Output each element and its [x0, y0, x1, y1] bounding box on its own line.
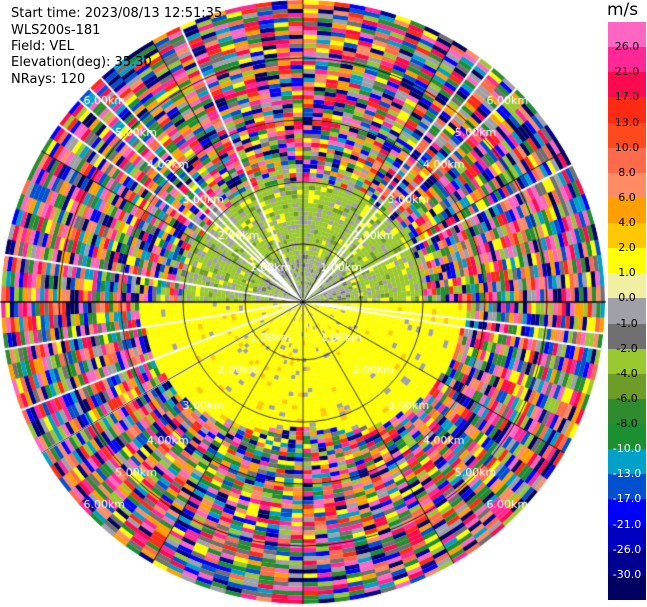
colorbar-tick-label: 13.0 [614, 115, 640, 129]
colorbar-tick-label: -2.0 [616, 341, 638, 355]
colorbar-tick-label: -8.0 [616, 417, 638, 431]
colorbar-segment [608, 373, 646, 400]
colorbar-segment [608, 122, 646, 149]
colorbar [608, 22, 646, 601]
start-time-label: Start time: 2023/08/13 12:51:35 [11, 6, 223, 21]
field-label: Field: VEL [11, 39, 74, 54]
colorbar-tick-label: -30.0 [612, 567, 642, 581]
colorbar-tick-label: -13.0 [612, 467, 642, 481]
colorbar-tick-label: 26.0 [614, 40, 640, 54]
colorbar-segment [608, 524, 646, 551]
colorbar-segment [608, 97, 646, 124]
colorbar-segment [608, 273, 646, 299]
nrays-label: NRays: 120 [11, 72, 86, 87]
colorbar-segment [608, 449, 646, 475]
colorbar-unit: m/s [607, 0, 639, 20]
colorbar-tick-label: -4.0 [616, 366, 638, 380]
colorbar-tick-label: -1.0 [616, 316, 638, 330]
colorbar-segment [608, 424, 646, 450]
colorbar-tick-label: 4.0 [618, 216, 636, 230]
colorbar-tick-label: 17.0 [614, 90, 640, 104]
colorbar-tick-label: -6.0 [616, 391, 638, 405]
colorbar-segment [608, 323, 646, 350]
colorbar-tick-label: 8.0 [618, 165, 636, 179]
colorbar-segment [608, 197, 646, 224]
colorbar-segment [608, 474, 646, 500]
colorbar-tick-label: -17.0 [612, 492, 642, 506]
colorbar-tick-label: 21.0 [614, 65, 640, 79]
colorbar-segment [608, 47, 646, 73]
colorbar-segment [608, 549, 646, 576]
colorbar-segment [608, 499, 646, 526]
elevation-label: Elevation(deg): 35.30 [11, 55, 152, 70]
colorbar-segment [608, 348, 646, 375]
colorbar-segment [608, 298, 646, 325]
colorbar-tick-label: -26.0 [612, 542, 642, 556]
colorbar-segment [608, 22, 646, 48]
colorbar-tick-label: -10.0 [612, 442, 642, 456]
colorbar-segment [608, 574, 646, 601]
colorbar-tick-label: 1.0 [618, 266, 636, 280]
colorbar-segment [608, 223, 646, 249]
colorbar-tick-label: 2.0 [618, 241, 636, 255]
colorbar-segment [608, 248, 646, 274]
instrument-label: WLS200s-181 [11, 23, 101, 38]
colorbar-segment [608, 172, 646, 199]
colorbar-tick-label: 10.0 [614, 140, 640, 154]
colorbar-tick-label: 6.0 [618, 190, 636, 204]
colorbar-tick-label: -21.0 [612, 517, 642, 531]
colorbar-segment [608, 72, 646, 98]
colorbar-segment [608, 398, 646, 425]
colorbar-tick-label: 0.0 [618, 291, 636, 305]
colorbar-segment [608, 147, 646, 174]
